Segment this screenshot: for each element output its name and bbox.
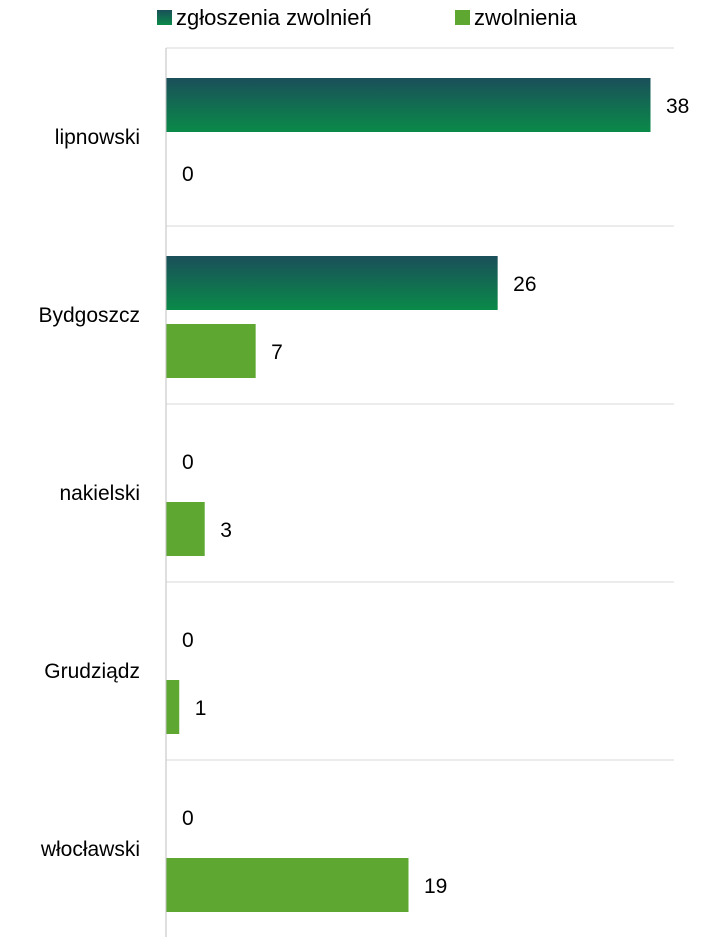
bar [166,256,498,310]
data-label: 7 [271,341,283,364]
legend-swatch-zgloszenia [157,10,172,25]
legend-swatch-zwolnienia [455,10,470,25]
bar [166,324,256,378]
category-labels: lipnowski Bydgoszcz nakielski Grudziądz włoc… [38,126,140,861]
data-label: 26 [513,273,536,296]
bars [166,78,651,912]
bar [166,858,409,912]
legend-label-zgloszenia: zgłoszenia zwolnień [176,5,372,30]
data-label: 19 [424,875,447,898]
category-label: Bydgoszcz [38,304,140,327]
data-label: 3 [220,519,232,542]
bar [166,78,651,132]
bar [166,680,180,734]
category-label: nakielski [59,482,140,505]
value-labels: 38 0 26 7 0 3 0 1 0 19 [182,95,689,898]
data-label: 0 [182,451,194,474]
category-label: Grudziądz [44,660,140,683]
data-label: 0 [182,163,194,186]
data-label: 0 [182,807,194,830]
data-label: 1 [195,697,207,720]
legend-label-zwolnienia: zwolnienia [474,5,577,30]
legend: zgłoszenia zwolnień zwolnienia [157,5,577,30]
data-label: 0 [182,629,194,652]
data-label: 38 [666,95,689,118]
category-label: lipnowski [55,126,140,149]
bar [166,502,205,556]
gridlines [166,47,674,761]
category-label: włocławski [40,838,140,861]
